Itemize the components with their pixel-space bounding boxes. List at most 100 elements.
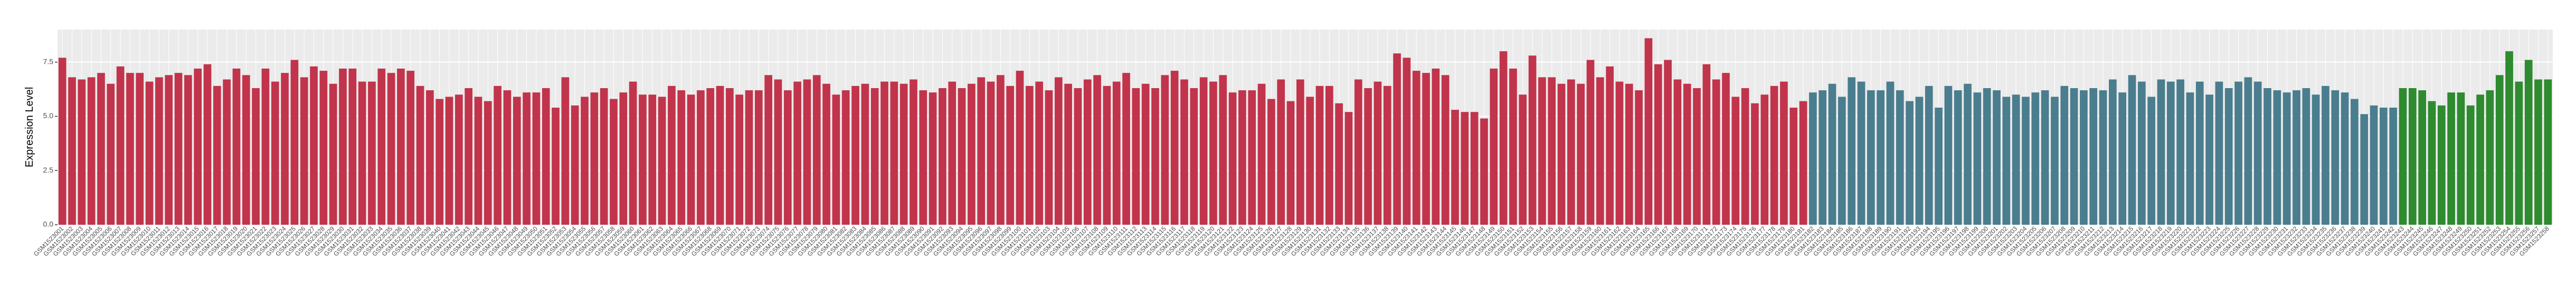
- bar: [1635, 90, 1643, 225]
- bar: [2176, 79, 2184, 225]
- bar: [2273, 90, 2281, 225]
- bar: [1809, 92, 1817, 225]
- bar: [300, 77, 308, 225]
- bar: [590, 92, 599, 225]
- bar: [155, 77, 163, 225]
- bar: [910, 79, 917, 225]
- bar: [503, 90, 512, 225]
- bar: [1016, 71, 1024, 225]
- bar: [1064, 83, 1072, 225]
- bar: [261, 69, 270, 225]
- bar: [1712, 79, 1720, 225]
- bar: [2524, 60, 2533, 225]
- bar: [648, 94, 657, 225]
- bar: [600, 88, 608, 225]
- bar: [2244, 77, 2252, 225]
- bar: [1277, 79, 1285, 225]
- bar: [1432, 69, 1440, 225]
- bar: [1644, 38, 1653, 225]
- bar: [271, 81, 279, 225]
- bar: [1296, 79, 1304, 225]
- bar: [939, 88, 946, 225]
- bar: [2351, 99, 2359, 225]
- bar: [2166, 81, 2175, 225]
- bar: [1538, 77, 1546, 225]
- bar: [1480, 118, 1488, 225]
- bar: [2195, 81, 2204, 225]
- bar: [1344, 112, 1353, 225]
- bar: [1673, 79, 1682, 225]
- bar: [1403, 58, 1411, 225]
- bar: [2495, 75, 2504, 225]
- bar: [1228, 92, 1237, 225]
- bar: [203, 64, 212, 225]
- bar: [2253, 81, 2262, 225]
- bar: [735, 94, 744, 225]
- bar: [68, 77, 76, 225]
- bar: [542, 88, 550, 225]
- bar: [1219, 75, 1227, 225]
- bar: [2486, 90, 2494, 225]
- bar: [397, 69, 405, 225]
- bar: [377, 69, 386, 225]
- bar: [677, 90, 686, 225]
- bar: [1074, 88, 1082, 225]
- bar: [523, 92, 531, 225]
- bar: [339, 69, 347, 225]
- bar: [1083, 79, 1092, 225]
- bar: [136, 73, 144, 225]
- bar: [2302, 88, 2310, 225]
- bar: [958, 88, 966, 225]
- bar: [1026, 85, 1034, 225]
- bar: [58, 58, 67, 225]
- bar: [2380, 108, 2388, 225]
- bar: [484, 101, 492, 225]
- bar: [1412, 71, 1420, 225]
- bar: [2157, 79, 2165, 225]
- bar: [890, 81, 898, 225]
- bar: [1993, 90, 2001, 225]
- bar: [639, 94, 647, 225]
- bar: [2002, 97, 2011, 225]
- bar: [1170, 71, 1179, 225]
- bar: [1664, 60, 1672, 225]
- bar: [861, 83, 869, 225]
- bar: [1238, 90, 1246, 225]
- bar: [1006, 85, 1015, 225]
- bar: [116, 66, 125, 225]
- bar: [2360, 114, 2369, 225]
- bar: [1383, 85, 1391, 225]
- bar: [232, 69, 241, 225]
- bar: [1751, 103, 1759, 225]
- bar: [706, 88, 715, 225]
- bar: [2476, 94, 2484, 225]
- bar: [899, 83, 908, 225]
- bar: [2544, 79, 2552, 225]
- bar: [1306, 97, 1314, 225]
- bar: [387, 73, 395, 225]
- bar: [581, 97, 589, 225]
- bar: [2137, 81, 2146, 225]
- bar: [2186, 92, 2194, 225]
- bar: [2012, 94, 2020, 225]
- bar: [1209, 81, 1217, 225]
- bar: [2341, 92, 2349, 225]
- bar: [2041, 90, 2049, 225]
- bar: [513, 97, 521, 225]
- y-tick-label: 5.0: [43, 111, 54, 120]
- bar: [1451, 110, 1459, 225]
- bar: [2370, 105, 2378, 225]
- bar: [2051, 97, 2059, 225]
- bar: [1548, 77, 1556, 225]
- bar: [1789, 108, 1798, 225]
- bar: [1780, 81, 1788, 225]
- bar: [2118, 92, 2127, 225]
- bar: [406, 71, 415, 225]
- bar: [1509, 69, 1517, 225]
- bar: [1161, 75, 1169, 225]
- y-tick-label: 2.5: [43, 166, 54, 174]
- bar: [851, 85, 859, 225]
- bar: [803, 79, 811, 225]
- bar: [1954, 90, 1962, 225]
